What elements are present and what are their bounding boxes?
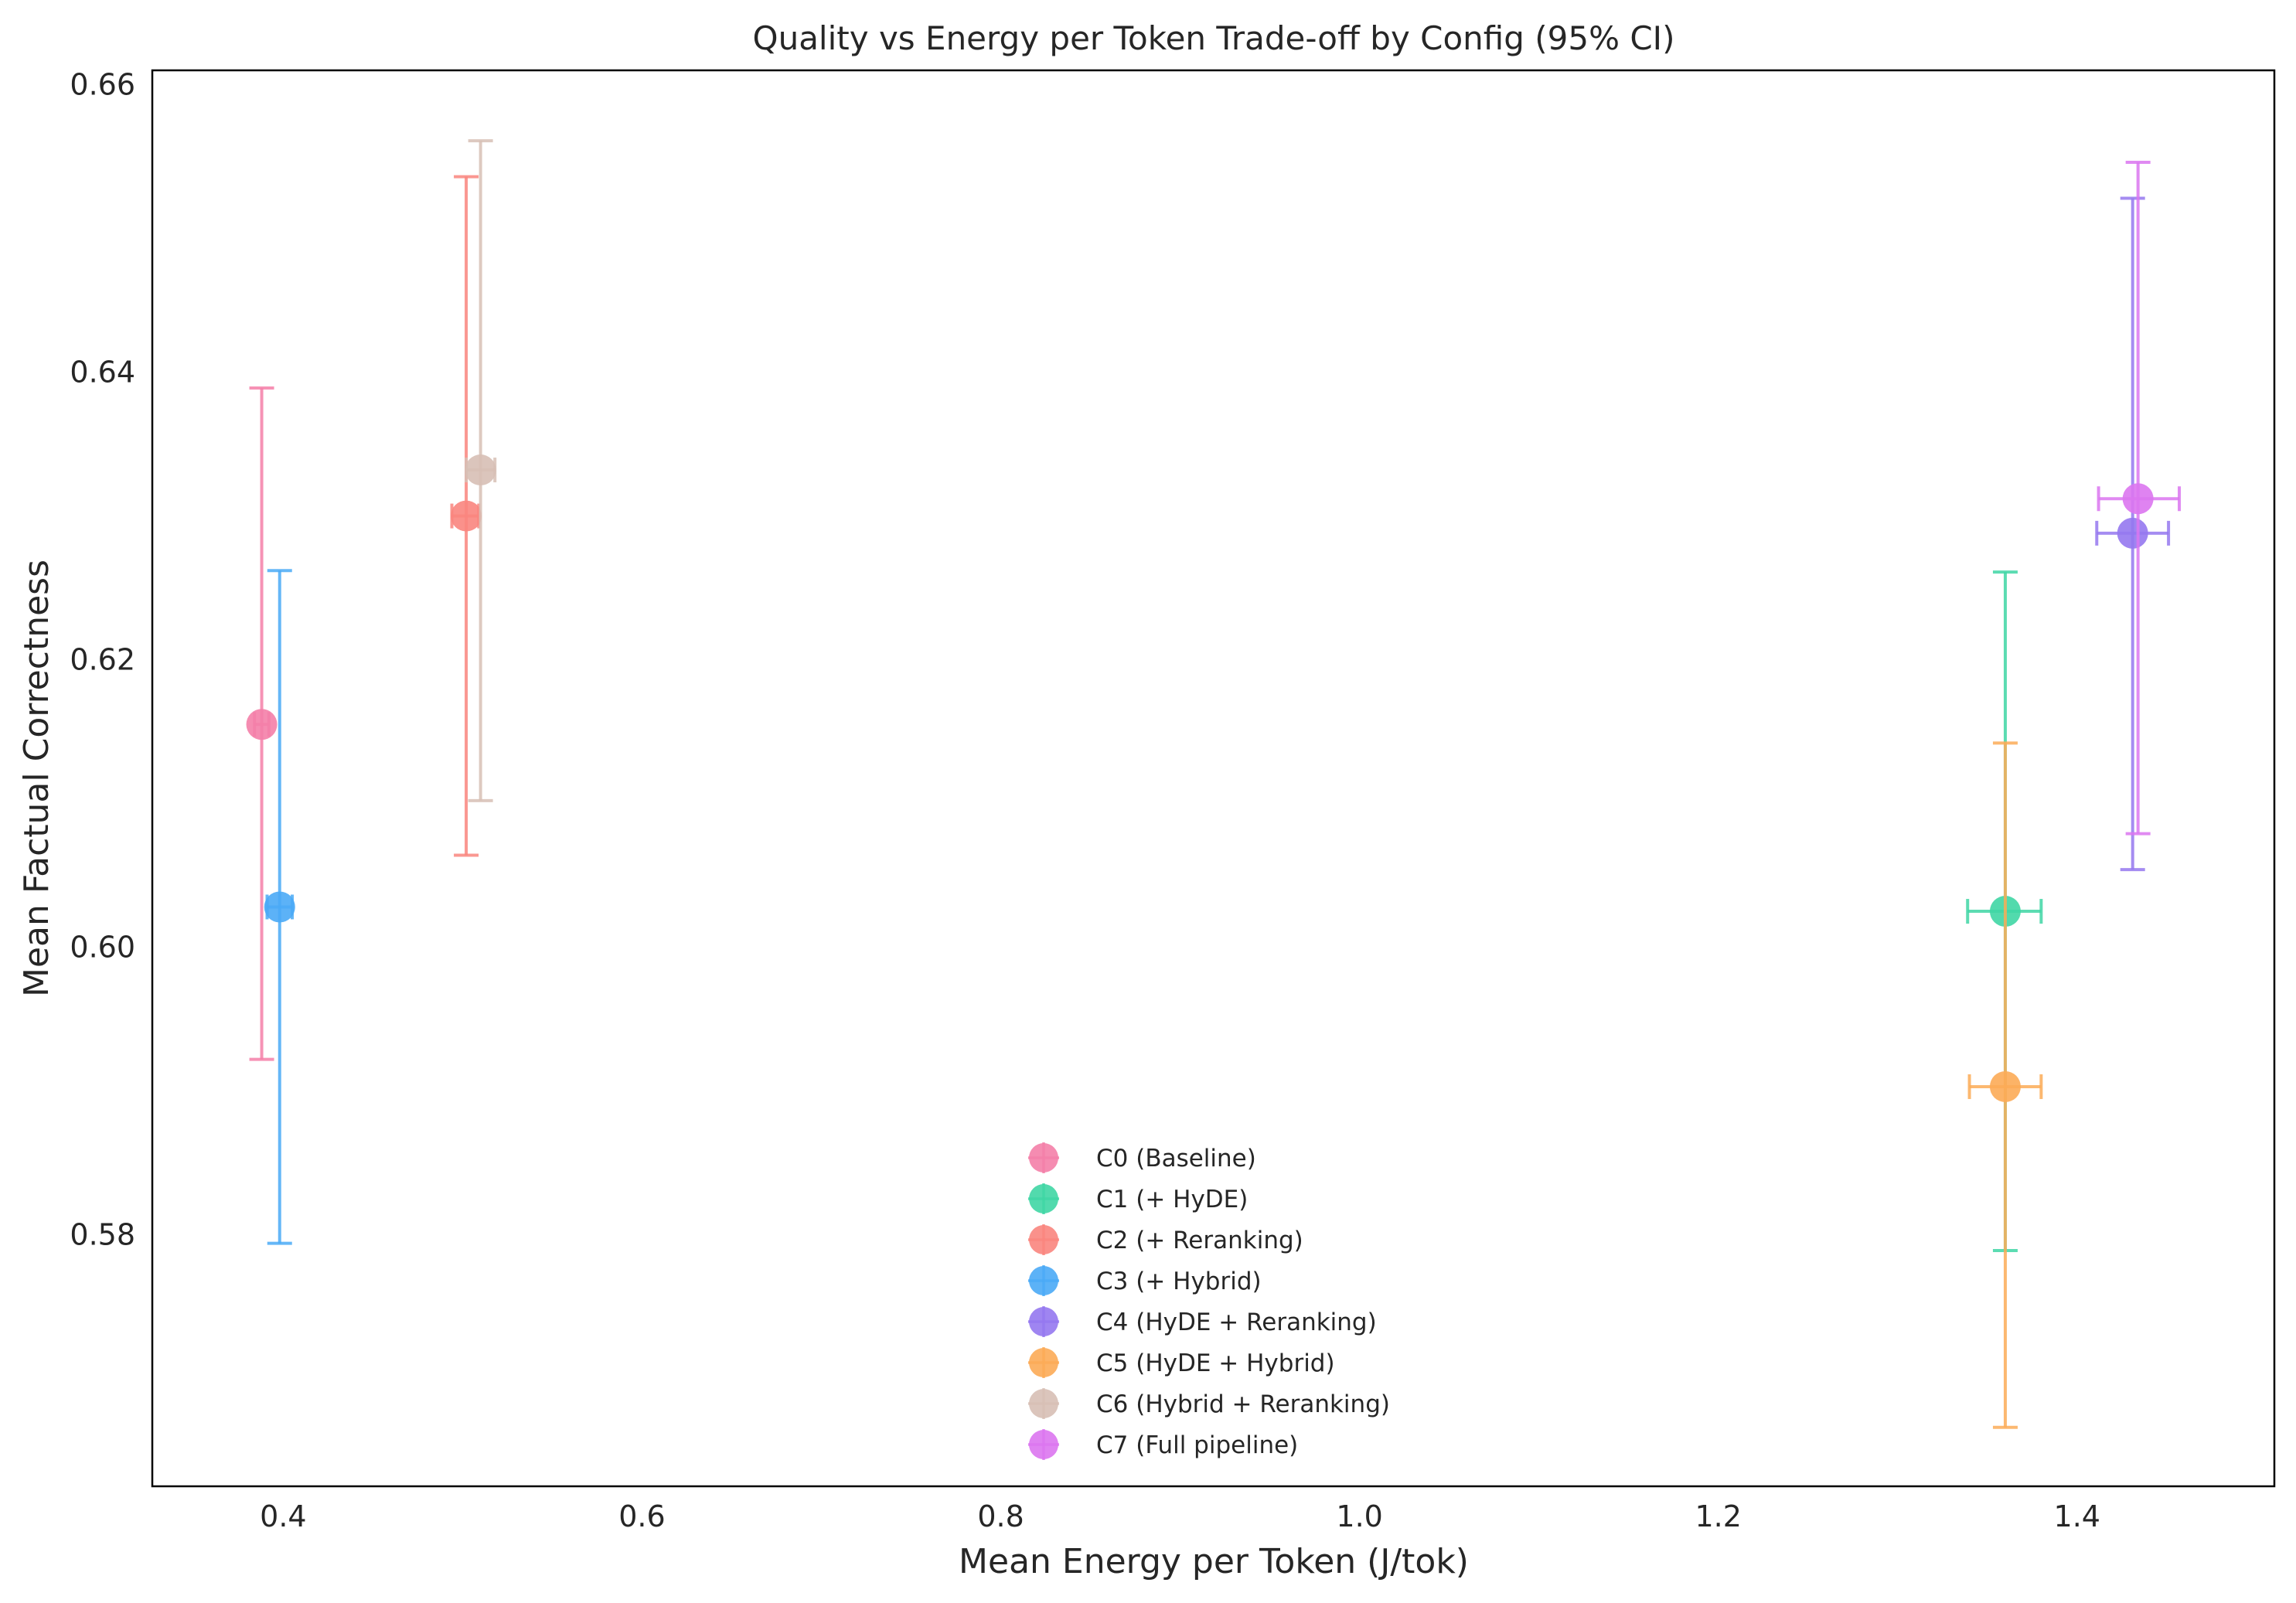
data-point <box>1989 1070 2021 1102</box>
y-tick-label: 0.66 <box>70 68 135 102</box>
legend-item: C2 (+ Reranking) <box>1028 1224 1303 1255</box>
legend-label: C0 (Baseline) <box>1096 1145 1256 1172</box>
y-tick-label: 0.58 <box>70 1218 135 1252</box>
y-tick-label: 0.60 <box>70 931 135 965</box>
legend-label: C6 (Hybrid + Reranking) <box>1096 1390 1390 1418</box>
series-6 <box>465 139 497 802</box>
plot-frame <box>151 69 2276 1488</box>
series-2 <box>450 175 482 857</box>
legend-item: C1 (+ HyDE) <box>1028 1183 1248 1214</box>
x-axis-label: Mean Energy per Token (J/tok) <box>959 1542 1469 1581</box>
series-7 <box>2097 161 2182 836</box>
data-point <box>264 891 295 923</box>
legend-marker <box>1029 1348 1058 1377</box>
legend-label: C4 (HyDE + Reranking) <box>1096 1309 1377 1336</box>
legend-marker <box>1029 1143 1058 1172</box>
y-tick-label: 0.62 <box>70 643 135 677</box>
legend-item: C5 (HyDE + Hybrid) <box>1028 1347 1335 1378</box>
legend-item: C7 (Full pipeline) <box>1028 1429 1298 1460</box>
series-4 <box>2095 196 2171 872</box>
legend-item: C3 (+ Hybrid) <box>1028 1265 1262 1296</box>
x-tick-label: 0.4 <box>260 1499 306 1533</box>
legend: C0 (Baseline) C1 (+ HyDE) C2 (+ Reranking)… <box>1028 1142 1390 1460</box>
legend-marker <box>1029 1266 1058 1295</box>
plot-area <box>246 139 2182 1429</box>
data-point <box>2122 483 2154 515</box>
legend-marker <box>1029 1389 1058 1418</box>
legend-marker <box>1029 1430 1058 1459</box>
data-point <box>2117 517 2148 549</box>
legend-marker <box>1029 1225 1058 1254</box>
x-tick-label: 1.2 <box>1695 1499 1741 1533</box>
chart-title: Quality vs Energy per Token Trade-off by… <box>753 19 1675 57</box>
y-tick-label: 0.64 <box>70 356 135 390</box>
series-5 <box>1967 741 2043 1429</box>
legend-item: C0 (Baseline) <box>1028 1142 1256 1173</box>
legend-label: C1 (+ HyDE) <box>1096 1186 1248 1213</box>
series-0 <box>246 386 278 1061</box>
series-3 <box>264 569 295 1245</box>
legend-label: C5 (HyDE + Hybrid) <box>1096 1349 1335 1377</box>
y-axis: 0.58 0.60 0.62 0.64 0.66 <box>70 68 135 1252</box>
legend-marker <box>1029 1307 1058 1336</box>
x-tick-label: 0.8 <box>977 1499 1024 1533</box>
legend-label: C3 (+ Hybrid) <box>1096 1268 1262 1295</box>
legend-label: C2 (+ Reranking) <box>1096 1227 1303 1254</box>
data-point <box>465 454 496 486</box>
data-point <box>246 709 278 740</box>
y-axis-label: Mean Factual Correctness <box>17 560 56 997</box>
x-tick-label: 0.6 <box>618 1499 665 1533</box>
x-tick-label: 1.0 <box>1336 1499 1382 1533</box>
legend-label: C7 (Full pipeline) <box>1096 1431 1298 1459</box>
legend-item: C4 (HyDE + Reranking) <box>1028 1306 1377 1337</box>
x-axis: 0.4 0.6 0.8 1.0 1.2 1.4 <box>260 1499 2100 1533</box>
legend-item: C6 (Hybrid + Reranking) <box>1028 1388 1390 1419</box>
legend-marker <box>1029 1184 1058 1213</box>
x-tick-label: 1.4 <box>2054 1499 2100 1533</box>
data-point <box>451 500 482 532</box>
